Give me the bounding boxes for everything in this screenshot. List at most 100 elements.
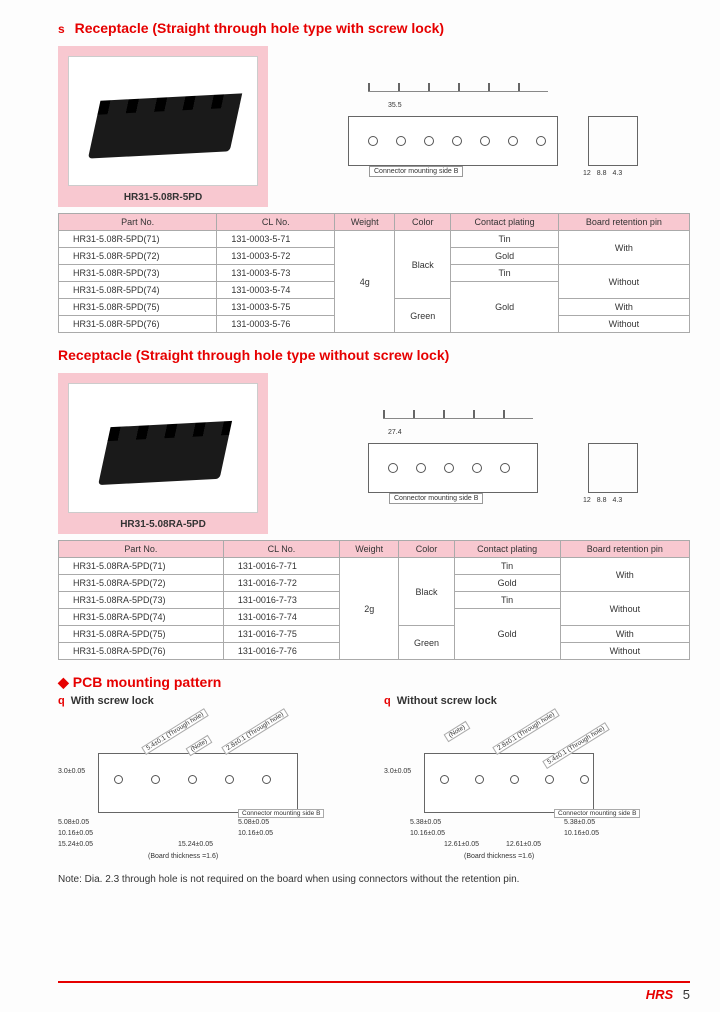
cell-retention: Without — [558, 265, 689, 299]
product-row-b: HR31-5.08RA-5PD 27.4 Connector mounting … — [58, 373, 690, 534]
pcb-dim: 5.38±0.05 — [410, 819, 441, 826]
photo-frame-a — [68, 56, 258, 186]
section-a-title-text: Receptacle (Straight through hole type w… — [75, 20, 445, 36]
cell-partno: HR31-5.08RA-5PD(76) — [59, 643, 224, 660]
diag-dim-a: 12 — [583, 497, 591, 504]
diag-top-outline — [383, 379, 533, 419]
photo-block-b: HR31-5.08RA-5PD — [58, 373, 268, 534]
cell-clno: 131-0016-7-75 — [223, 626, 339, 643]
pcb-col-b: qWithout screw lock (Note) 2.8±0.1 (Thro… — [384, 695, 690, 868]
cell-retention: Without — [560, 592, 689, 626]
cell-retention: With — [560, 626, 689, 643]
diag-dim-b: 8.8 — [597, 170, 607, 177]
cell-partno: HR31-5.08RA-5PD(72) — [59, 575, 224, 592]
section-b-title-text: Receptacle (Straight through hole type w… — [58, 347, 449, 363]
cell-retention: Without — [560, 643, 689, 660]
bullet-q: q — [58, 695, 65, 707]
spec-table-a: Part No. CL No. Weight Color Contact pla… — [58, 213, 690, 333]
page-footer: HRS 5 — [58, 981, 690, 1002]
th-clno: CL No. — [217, 214, 335, 231]
pcb-drawing-a: 5.4±0.1 (Through hole) (Note) 2.8±0.1 (T… — [58, 713, 364, 868]
cell-clno: 131-0016-7-73 — [223, 592, 339, 609]
diag-dim-c: 4.3 — [613, 170, 623, 177]
cell-partno: HR31-5.08R-5PD(75) — [59, 299, 217, 316]
th-color: Color — [395, 214, 451, 231]
pcb-dim: 12.61±0.05 — [506, 841, 541, 848]
product-row-a: HR31-5.08R-5PD 35.5 Connector mounting s… — [58, 46, 690, 207]
cell-partno: HR31-5.08R-5PD(71) — [59, 231, 217, 248]
th-weight: Weight — [340, 541, 399, 558]
cell-clno: 131-0003-5-75 — [217, 299, 335, 316]
pcb-title: ◆PCB mounting pattern — [58, 674, 690, 691]
pcb-sub-a-text: With screw lock — [71, 695, 154, 707]
th-weight: Weight — [335, 214, 395, 231]
pcb-hole-note-b2: 2.8±0.1 (Through hole) — [492, 708, 560, 755]
cell-partno: HR31-5.08R-5PD(72) — [59, 248, 217, 265]
page-number: 5 — [683, 987, 690, 1002]
cell-clno: 131-0003-5-74 — [217, 282, 335, 299]
pcb-dim: 15.24±0.05 — [178, 841, 213, 848]
cell-retention: Without — [558, 316, 689, 333]
diag-side-dims: 12 8.8 4.3 — [583, 170, 622, 177]
diag-dim-a: 12 — [583, 170, 591, 177]
footer-note: Note: Dia. 2.3 through hole is not requi… — [58, 874, 690, 885]
cell-partno: HR31-5.08RA-5PD(71) — [59, 558, 224, 575]
cell-clno: 131-0016-7-76 — [223, 643, 339, 660]
th-partno: Part No. — [59, 541, 224, 558]
cell-partno: HR31-5.08RA-5PD(75) — [59, 626, 224, 643]
cell-color-b: Green — [395, 299, 451, 333]
diag-mount-label: Connector mounting side B — [369, 166, 463, 177]
th-retention: Board retention pin — [558, 214, 689, 231]
table-header-row: Part No. CL No. Weight Color Contact pla… — [59, 541, 690, 558]
th-partno: Part No. — [59, 214, 217, 231]
diag-holes — [388, 463, 510, 473]
pcb-dim: 5.08±0.05 — [58, 819, 89, 826]
cell-clno: 131-0003-5-73 — [217, 265, 335, 282]
photo-frame-b — [68, 383, 258, 513]
cell-clno: 131-0016-7-72 — [223, 575, 339, 592]
diagram-b: 27.4 Connector mounting side B 12 8.8 4.… — [288, 373, 690, 534]
bullet-s: s — [58, 22, 65, 36]
section-b-title: Receptacle (Straight through hole type w… — [58, 347, 690, 363]
spec-table-b: Part No. CL No. Weight Color Contact pla… — [58, 540, 690, 660]
pcb-dim: 10.16±0.05 — [58, 830, 93, 837]
pcb-hole-note-b1: (Note) — [444, 721, 471, 742]
diag-mount-label: Connector mounting side B — [389, 493, 483, 504]
diag-dim-b: 8.8 — [597, 497, 607, 504]
cell-plating: Tin — [454, 592, 560, 609]
diamond-icon: ◆ — [58, 674, 69, 690]
pcb-col-a: q With screw lock 5.4±0.1 (Through hole) … — [58, 695, 364, 868]
pcb-row: q With screw lock 5.4±0.1 (Through hole) … — [58, 695, 690, 868]
pcb-dim: 10.16±0.05 — [238, 830, 273, 837]
photo-block-a: HR31-5.08R-5PD — [58, 46, 268, 207]
cell-retention: With — [558, 231, 689, 265]
pcb-drawing-b: (Note) 2.8±0.1 (Through hole) 5.4±0.1 (T… — [384, 713, 690, 868]
cell-color-a: Black — [395, 231, 451, 299]
diag-dim-main-width: 27.4 — [388, 429, 402, 436]
connector-illustration — [98, 431, 230, 485]
pcb-dim: 10.16±0.05 — [410, 830, 445, 837]
cell-clno: 131-0003-5-76 — [217, 316, 335, 333]
cell-retention: With — [558, 299, 689, 316]
pcb-dim: 10.16±0.05 — [564, 830, 599, 837]
pcb-dim: 12.61±0.05 — [444, 841, 479, 848]
cell-partno: HR31-5.08R-5PD(73) — [59, 265, 217, 282]
section-a-title: s Receptacle (Straight through hole type… — [58, 20, 690, 36]
diag-dim-main-width: 35.5 — [388, 102, 402, 109]
pcb-dim: 3.0±0.05 — [58, 768, 85, 775]
diag-top-outline — [368, 52, 548, 92]
pcb-dim: 5.38±0.05 — [564, 819, 595, 826]
photo-caption-a: HR31-5.08R-5PD — [68, 192, 258, 203]
cell-plating: Tin — [451, 231, 559, 248]
cell-plating: Gold — [454, 609, 560, 660]
cell-plating: Gold — [454, 575, 560, 592]
table-row: HR31-5.08R-5PD(71) 131-0003-5-71 4g Blac… — [59, 231, 690, 248]
diag-dim-c: 4.3 — [613, 497, 623, 504]
cell-clno: 131-0003-5-72 — [217, 248, 335, 265]
pcb-sub-b-text: Without screw lock — [397, 695, 497, 707]
diagram-a: 35.5 Connector mounting side B 12 8.8 4.… — [288, 46, 690, 207]
pcb-dim: 15.24±0.05 — [58, 841, 93, 848]
pcb-mount-label: Connector mounting side B — [238, 809, 324, 818]
cell-plating: Gold — [451, 248, 559, 265]
cell-partno: HR31-5.08RA-5PD(74) — [59, 609, 224, 626]
